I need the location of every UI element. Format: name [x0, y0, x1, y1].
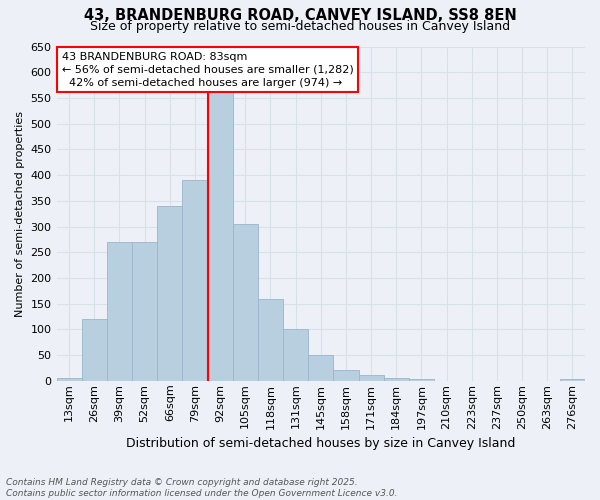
Bar — [258, 298, 283, 381]
Bar — [334, 370, 359, 381]
X-axis label: Distribution of semi-detached houses by size in Canvey Island: Distribution of semi-detached houses by … — [126, 437, 515, 450]
Bar — [233, 224, 258, 381]
Bar — [383, 378, 409, 381]
Text: Contains HM Land Registry data © Crown copyright and database right 2025.
Contai: Contains HM Land Registry data © Crown c… — [6, 478, 398, 498]
Bar — [359, 374, 383, 381]
Bar — [157, 206, 182, 381]
Bar — [560, 379, 585, 381]
Text: 43 BRANDENBURG ROAD: 83sqm
← 56% of semi-detached houses are smaller (1,282)
  4: 43 BRANDENBURG ROAD: 83sqm ← 56% of semi… — [62, 52, 353, 88]
Bar — [283, 330, 308, 381]
Bar — [182, 180, 208, 381]
Bar — [308, 355, 334, 381]
Bar — [56, 378, 82, 381]
Text: 43, BRANDENBURG ROAD, CANVEY ISLAND, SS8 8EN: 43, BRANDENBURG ROAD, CANVEY ISLAND, SS8… — [83, 8, 517, 22]
Bar — [409, 379, 434, 381]
Text: Size of property relative to semi-detached houses in Canvey Island: Size of property relative to semi-detach… — [90, 20, 510, 33]
Bar — [132, 242, 157, 381]
Bar — [107, 242, 132, 381]
Bar — [82, 319, 107, 381]
Y-axis label: Number of semi-detached properties: Number of semi-detached properties — [15, 110, 25, 316]
Bar — [208, 67, 233, 381]
